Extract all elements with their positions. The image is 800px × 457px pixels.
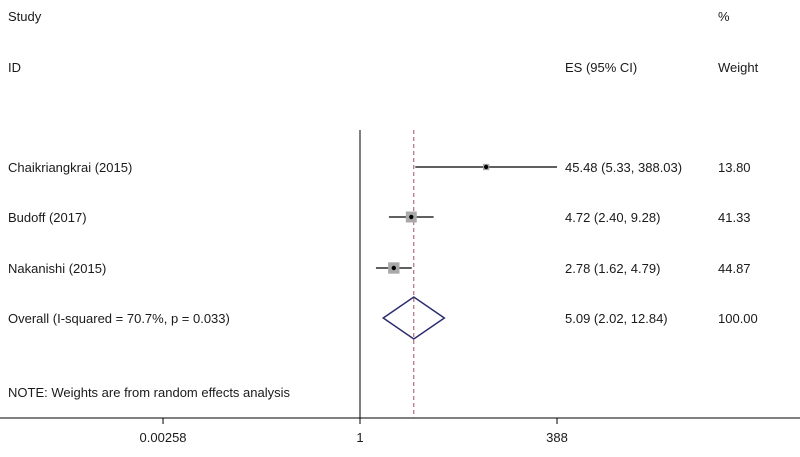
study-es-text: 2.78 (1.62, 4.79): [565, 261, 660, 276]
x-axis-ticks: 0.00258 1 388: [140, 418, 568, 445]
study-point-estimate: [391, 265, 396, 271]
study-es-text: 4.72 (2.40, 9.28): [565, 210, 660, 225]
x-tick-label: 1: [356, 430, 363, 445]
study-weight-text: 13.80: [718, 160, 751, 175]
overall-diamond: [381, 296, 446, 340]
study-es-text: 45.48 (5.33, 388.03): [565, 160, 682, 175]
study-name: Nakanishi (2015): [8, 261, 106, 276]
overall-label: Overall (I-squared = 70.7%, p = 0.033): [8, 311, 230, 326]
header-weight: Weight: [718, 60, 759, 75]
header-es: ES (95% CI): [565, 60, 637, 75]
x-tick-label: 388: [546, 430, 568, 445]
study-name: Chaikriangkrai (2015): [8, 160, 132, 175]
header-id: ID: [8, 60, 21, 75]
header-percent: %: [718, 9, 730, 24]
study-weight-text: 41.33: [718, 210, 751, 225]
note-text: NOTE: Weights are from random effects an…: [8, 385, 291, 400]
study-point-estimate: [483, 164, 489, 170]
overall-es-text: 5.09 (2.02, 12.84): [565, 311, 668, 326]
study-name: Budoff (2017): [8, 210, 87, 225]
x-tick-label: 0.00258: [140, 430, 187, 445]
study-rows: Chaikriangkrai (2015) 45.48 (5.33, 388.03…: [8, 160, 751, 276]
overall-weight-text: 100.00: [718, 311, 758, 326]
study-weight-text: 44.87: [718, 261, 751, 276]
header-study: Study: [8, 9, 42, 24]
study-point-estimate: [409, 214, 414, 220]
